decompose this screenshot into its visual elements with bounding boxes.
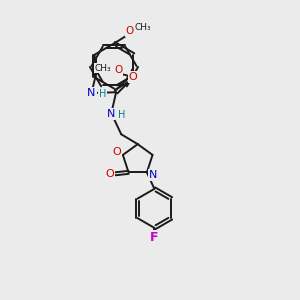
Text: O: O: [112, 147, 121, 157]
Text: H: H: [99, 89, 106, 99]
Text: O: O: [126, 26, 134, 36]
Text: CH₃: CH₃: [135, 23, 152, 32]
Text: N: N: [149, 170, 158, 180]
Text: O: O: [105, 169, 114, 179]
Text: H: H: [118, 110, 126, 120]
Text: N: N: [87, 88, 96, 98]
Text: N: N: [106, 109, 115, 119]
Text: CH₃: CH₃: [94, 64, 111, 73]
Text: O: O: [114, 65, 123, 75]
Text: F: F: [150, 231, 159, 244]
Text: O: O: [129, 72, 138, 82]
